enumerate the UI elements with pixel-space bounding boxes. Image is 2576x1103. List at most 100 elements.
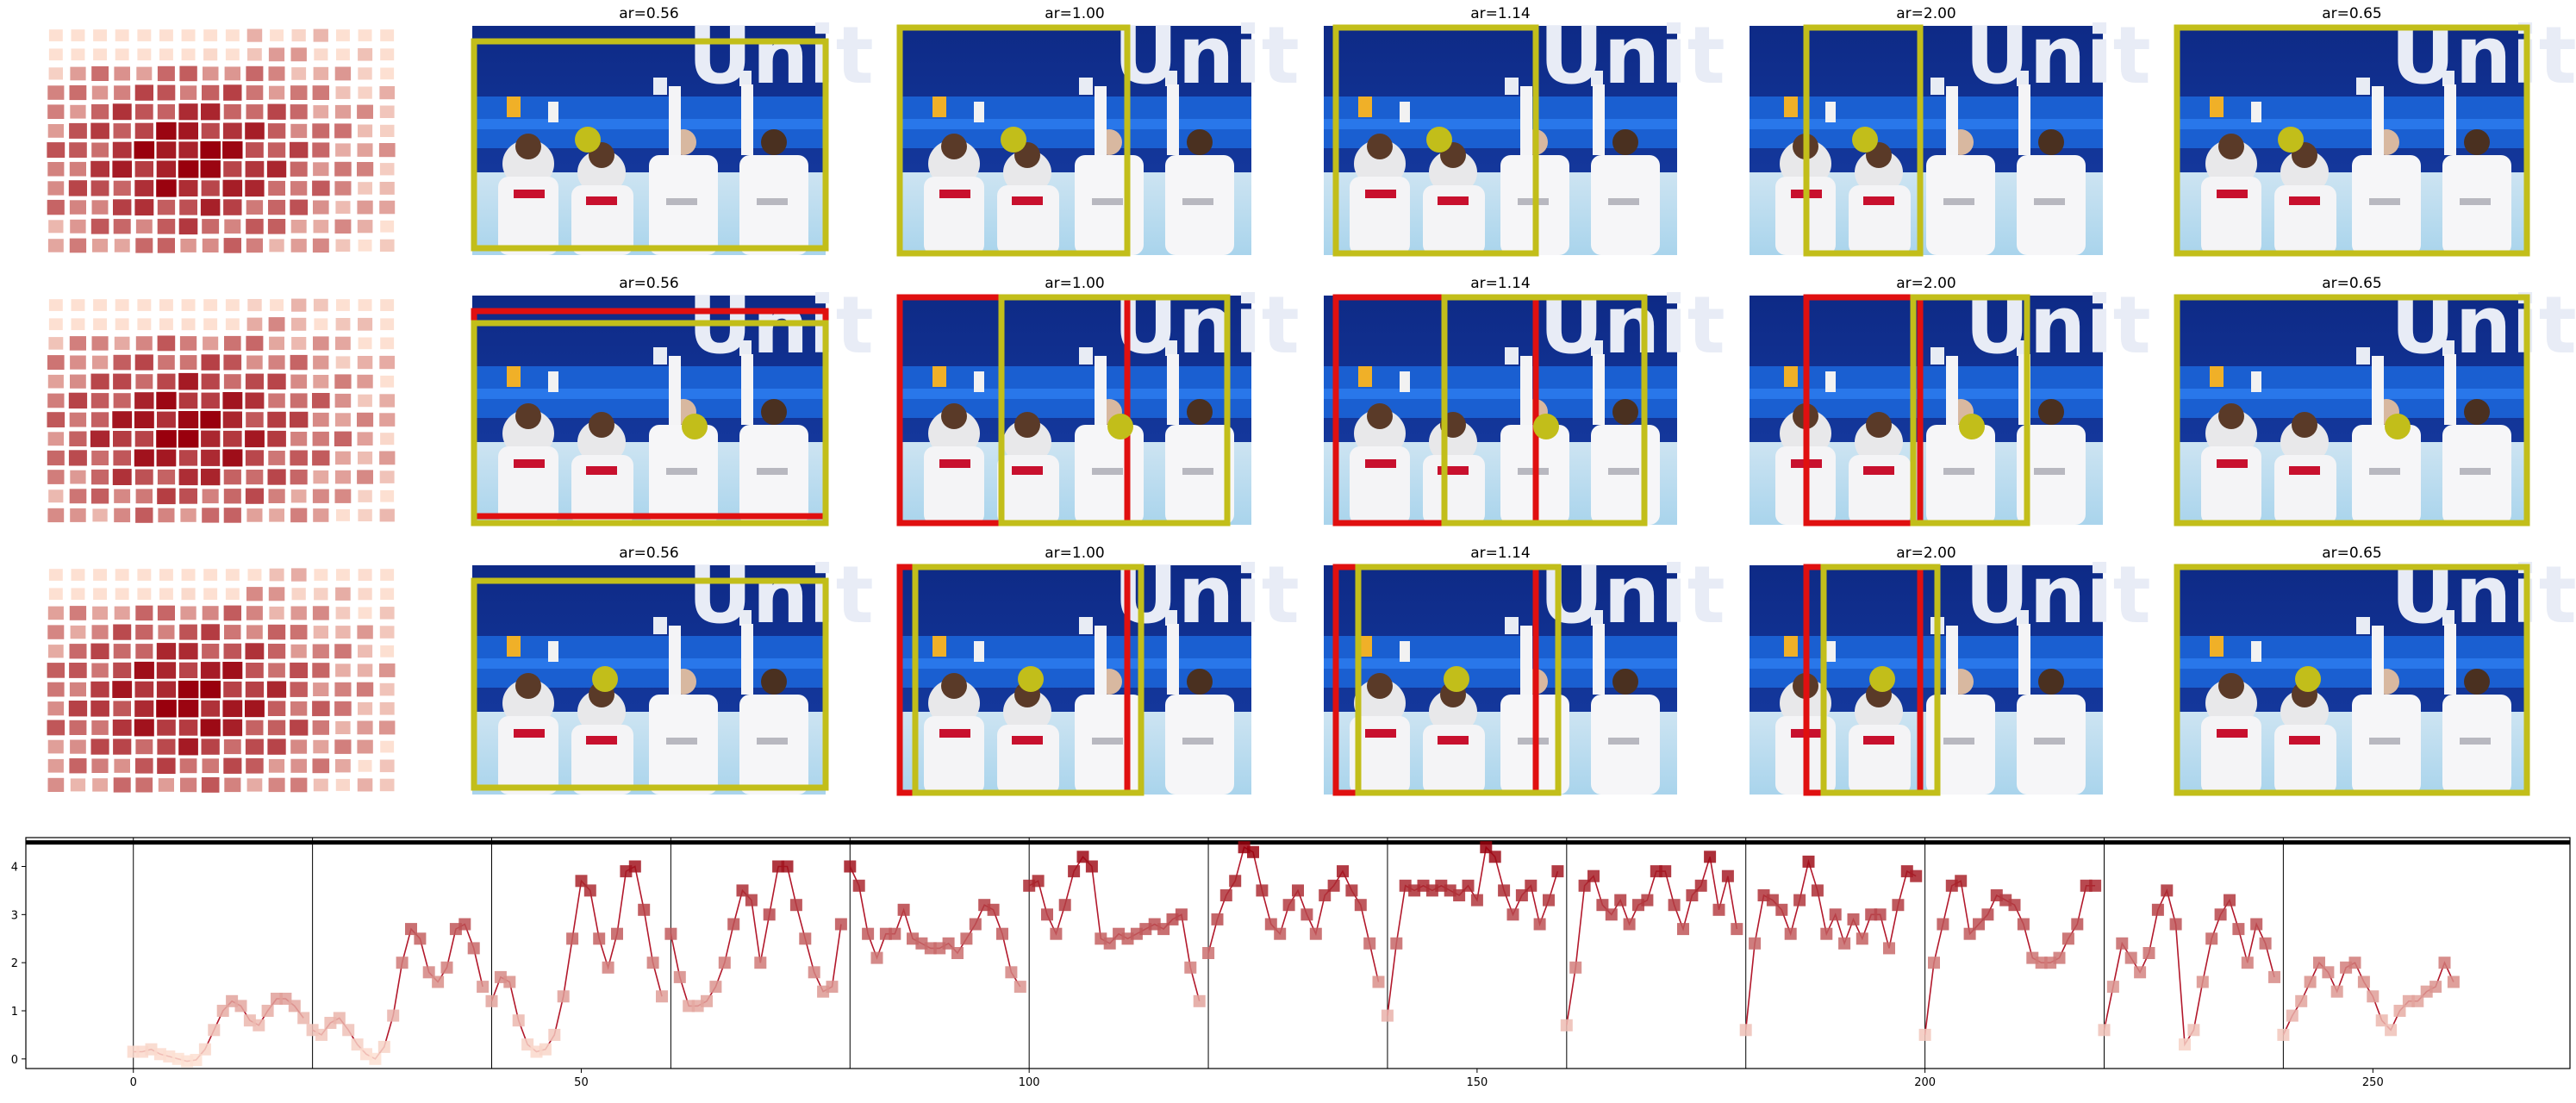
- heatmap-cell: [245, 392, 265, 409]
- heatmap-cell: [357, 162, 374, 177]
- heatmap-cell: [224, 777, 241, 793]
- focus-point-marker: [1959, 414, 1985, 439]
- score-marker: [870, 951, 883, 964]
- score-marker: [1363, 937, 1376, 950]
- heatmap-cell: [179, 662, 198, 678]
- x-tick-label: 0: [130, 1076, 137, 1089]
- score-marker: [826, 981, 839, 994]
- heatmap-cell: [92, 508, 108, 522]
- heatmap-cell: [201, 103, 221, 121]
- heatmap-cell: [290, 354, 308, 371]
- score-marker: [261, 1005, 274, 1017]
- score-marker: [1462, 879, 1475, 892]
- score-series-segment: [664, 860, 847, 1013]
- heatmap-cell: [70, 739, 86, 754]
- heatmap-cell: [115, 29, 129, 41]
- heatmap-cell: [380, 645, 395, 657]
- score-marker: [808, 966, 820, 979]
- heatmap-cell: [380, 48, 395, 61]
- heatmap-cell: [178, 179, 198, 196]
- heatmap-cell: [222, 411, 242, 428]
- heatmap-cell: [179, 488, 197, 504]
- panel-title: ar=1.14: [1470, 275, 1531, 292]
- score-marker: [2134, 966, 2147, 979]
- heatmap-cell: [222, 122, 242, 140]
- score-marker: [1184, 961, 1197, 974]
- heatmap-cell: [290, 469, 308, 485]
- heatmap-cell: [91, 65, 109, 81]
- score-marker: [1202, 947, 1215, 959]
- heatmap-cell: [290, 239, 307, 252]
- heatmap-cell: [313, 470, 329, 484]
- heatmap-cell: [334, 470, 351, 484]
- heatmap-cell: [223, 681, 242, 698]
- heatmap-cell: [114, 758, 130, 773]
- heatmap-cell: [113, 777, 131, 793]
- podium-photo: [2175, 9, 2576, 255]
- y-tick-label: 3: [11, 909, 18, 922]
- heatmap-cell: [137, 318, 152, 331]
- heatmap-cell: [202, 606, 219, 620]
- podium-photo: [1324, 9, 1725, 255]
- score-marker: [1229, 875, 1242, 888]
- crop-box: [2174, 564, 2530, 796]
- score-marker: [1337, 865, 1349, 878]
- score-marker: [1856, 932, 1868, 945]
- heatmap-cell: [224, 66, 240, 81]
- score-marker: [342, 1024, 355, 1037]
- heatmap-cell: [48, 29, 63, 41]
- heatmap-cell: [178, 469, 198, 486]
- heatmap-cell: [312, 606, 329, 620]
- heatmap-cell: [335, 720, 351, 734]
- score-marker: [2268, 970, 2280, 983]
- score-marker: [2061, 932, 2074, 945]
- heatmap-cell: [246, 412, 264, 427]
- heatmap-cell: [267, 123, 286, 139]
- heatmap-cell: [268, 587, 285, 601]
- heatmap-cell: [357, 664, 373, 677]
- heatmap-cell: [335, 318, 351, 331]
- heatmap-cell: [267, 738, 286, 755]
- heatmap-cell: [69, 489, 87, 504]
- heatmap-cell: [70, 219, 86, 234]
- heatmap-cell: [47, 199, 65, 215]
- heatmap-cell: [156, 141, 177, 159]
- heatmap-cell: [203, 336, 219, 351]
- heatmap-cell: [268, 47, 285, 62]
- score-marker: [2241, 957, 2254, 969]
- heatmap-cell: [245, 738, 264, 755]
- heatmap-cell: [335, 356, 351, 369]
- heatmap-cell: [48, 48, 63, 61]
- heatmap-cell: [358, 182, 372, 195]
- score-marker: [288, 1000, 301, 1013]
- score-marker: [862, 927, 875, 940]
- podium-photo: [472, 279, 874, 525]
- heatmap-cell: [178, 141, 198, 159]
- score-marker: [602, 961, 614, 974]
- heatmap-cell: [203, 588, 218, 601]
- heatmap-cell: [222, 719, 243, 737]
- score-marker: [593, 932, 606, 945]
- score-marker: [351, 1038, 364, 1051]
- score-marker: [2357, 975, 2370, 988]
- heatmap-cell: [334, 413, 351, 427]
- heatmap-cell: [178, 643, 198, 660]
- heatmap-cell: [335, 626, 351, 639]
- heatmap-cell: [90, 180, 109, 196]
- y-tick-label: 0: [11, 1054, 18, 1067]
- score-marker: [422, 966, 435, 979]
- heatmap-cell: [157, 335, 176, 352]
- score-marker: [583, 884, 596, 897]
- heatmap-cell: [358, 124, 373, 138]
- heatmap-cell: [358, 299, 372, 311]
- heatmap-cell: [203, 66, 219, 81]
- score-marker: [2151, 903, 2164, 916]
- score-marker: [1103, 937, 1116, 950]
- heatmap-cell: [69, 644, 87, 659]
- heatmap-cell: [179, 65, 197, 82]
- heatmap-cell: [356, 682, 374, 697]
- score-marker: [646, 957, 659, 969]
- heatmap-cell: [380, 299, 395, 311]
- heatmap-cell: [223, 643, 242, 659]
- score-marker: [2313, 957, 2325, 969]
